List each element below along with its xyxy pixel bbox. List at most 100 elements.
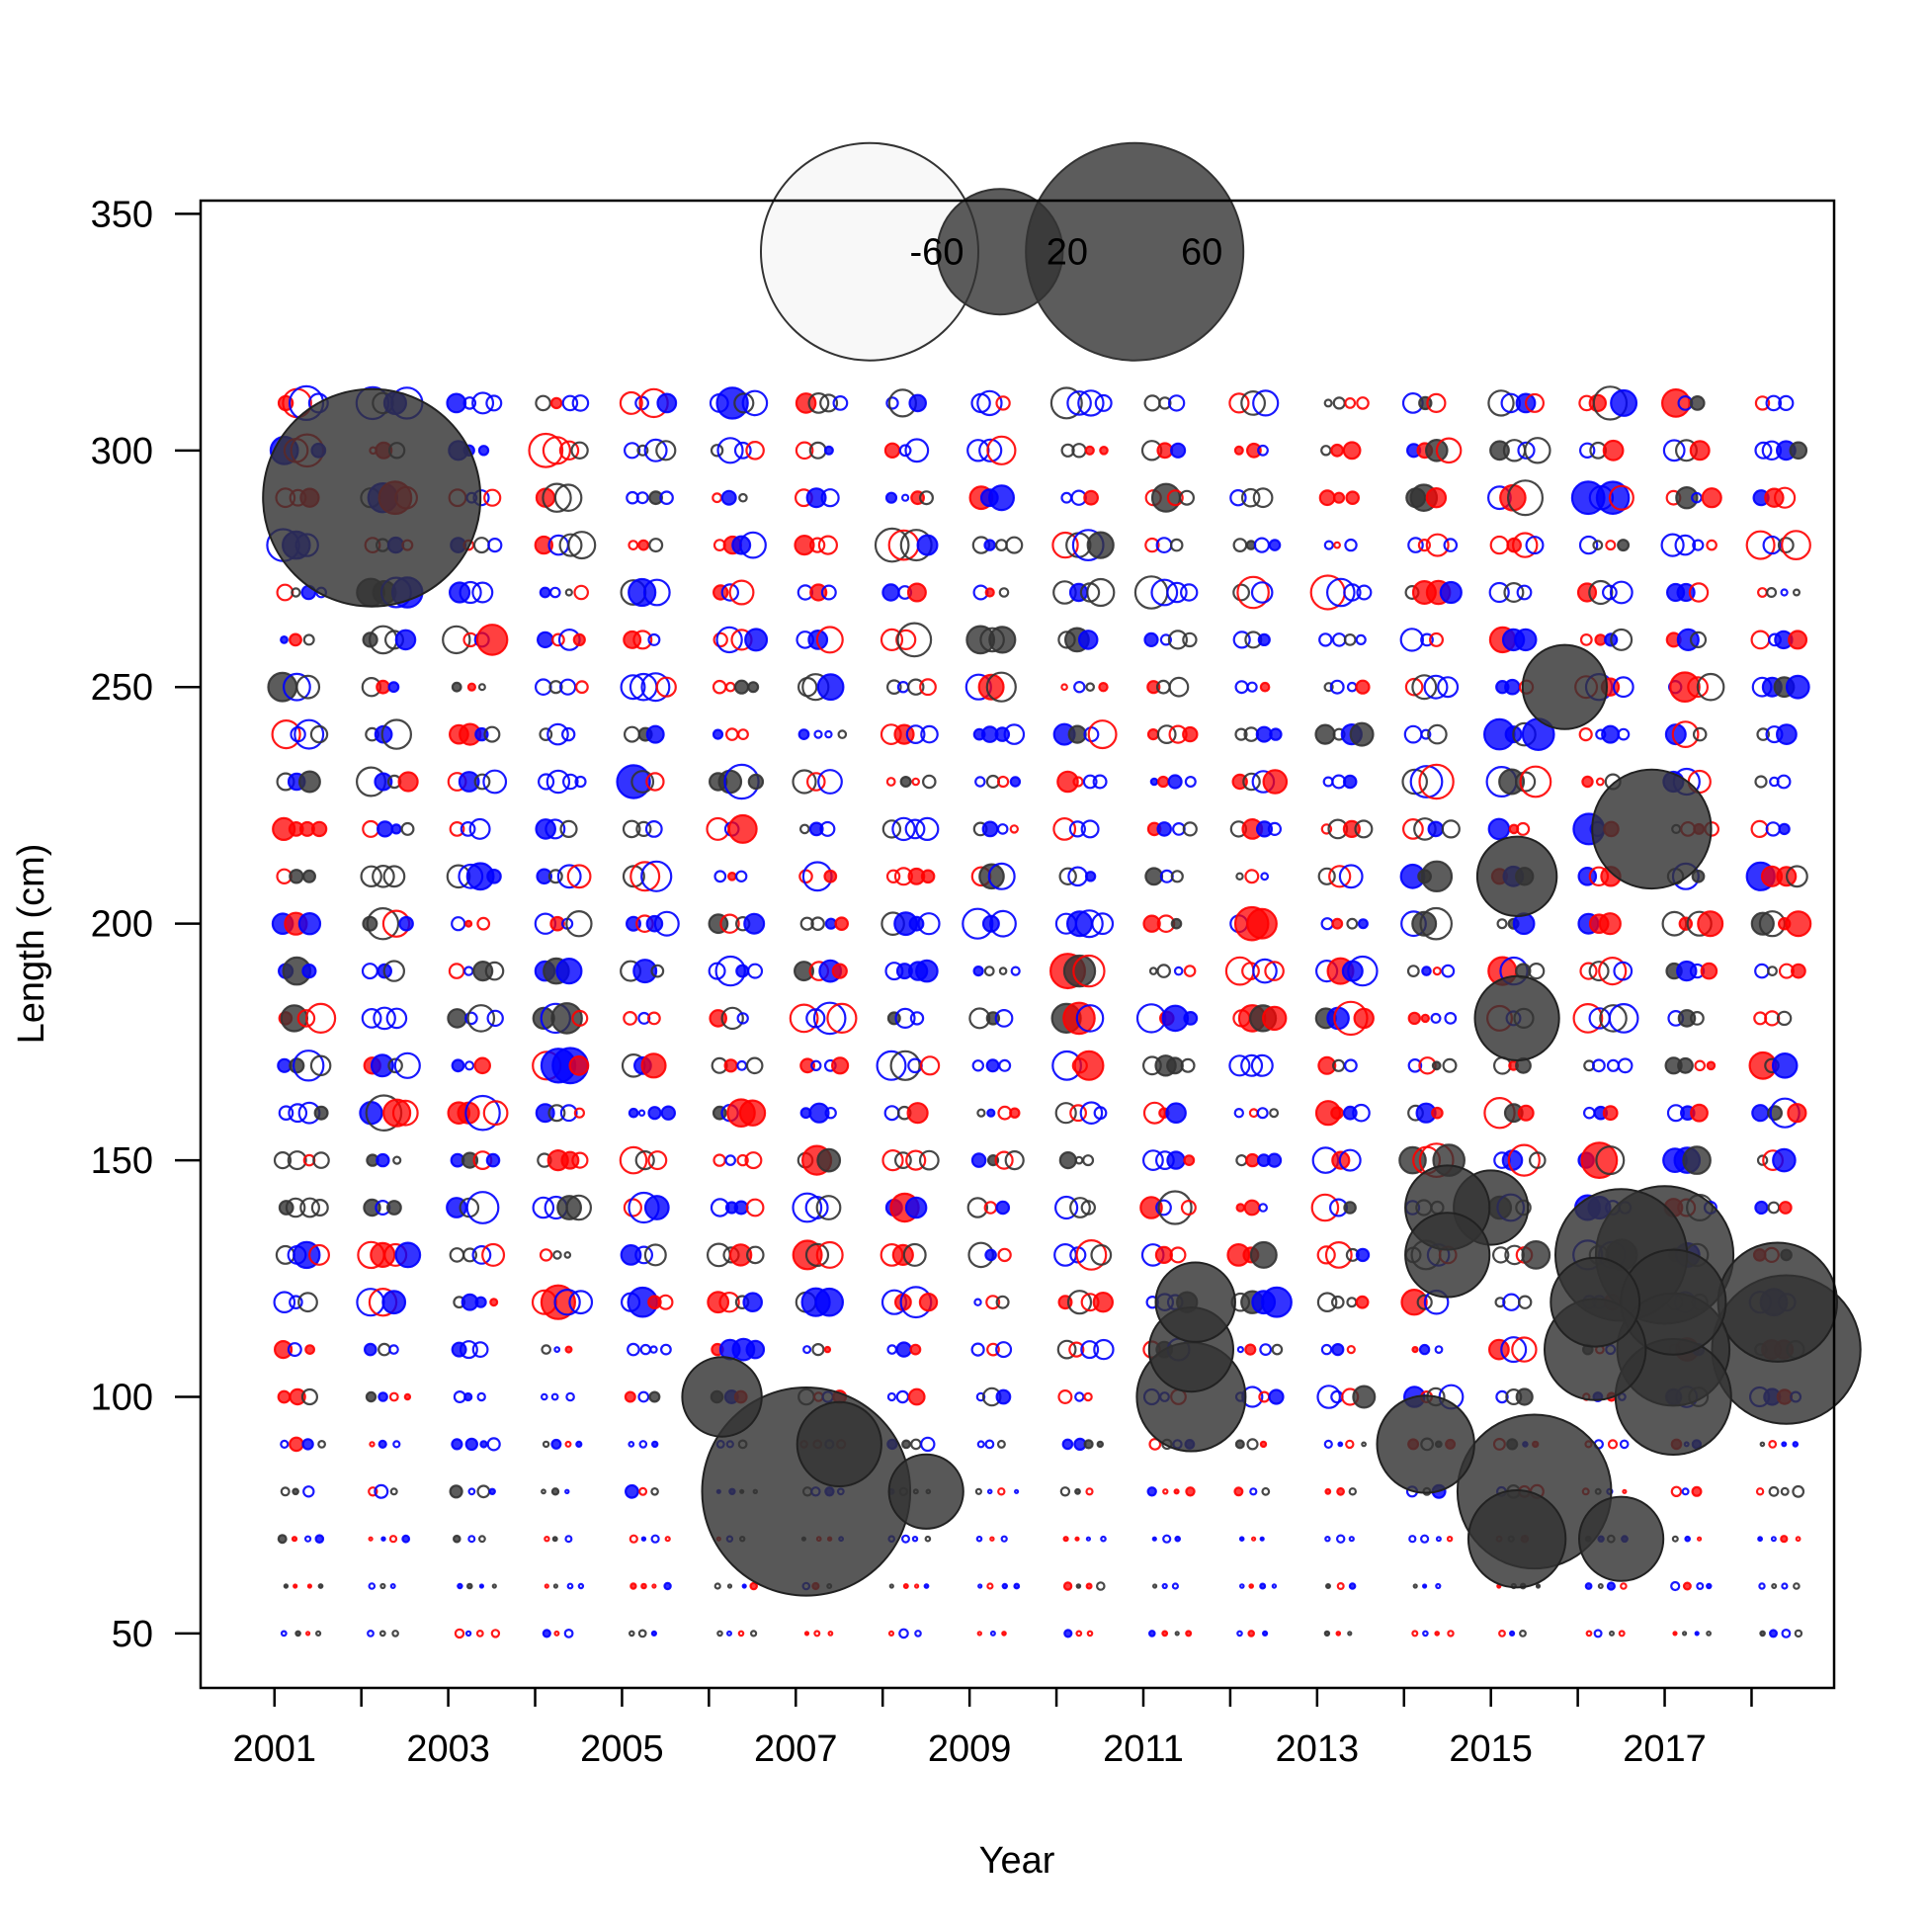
bubble-small [733,441,752,460]
bubble-small [1155,1199,1172,1217]
bubble-small [1071,443,1087,459]
bubble-small [361,1008,382,1029]
bubble-small [904,818,926,840]
bubble-small [735,870,748,883]
bubble-small [1233,1107,1245,1119]
bubble-small [478,1583,484,1589]
bubble-small [907,1057,923,1074]
bubble-small [534,535,554,555]
bubble-small [449,1247,465,1263]
bubble-small [1074,1487,1081,1495]
bubble-small [1602,1105,1619,1122]
bubble-small [1344,397,1357,409]
bubble-small [880,628,904,652]
bubble-small [1257,632,1271,647]
bubble-small [464,1011,478,1026]
bubble-small [1535,1583,1542,1589]
bubble-small [1053,1195,1079,1220]
bubble-small [1261,1630,1269,1638]
bubble-small [977,673,1005,701]
bubble-small [1054,1102,1077,1125]
bubble-small [1166,1150,1186,1170]
bubble-small [883,1105,900,1122]
bubble-small [1235,1203,1246,1213]
bubble-small [901,1439,911,1450]
bubble-small [292,1487,299,1496]
bubble-small [1253,537,1271,553]
bubble-small [1072,776,1084,788]
bubble-small [541,1488,546,1495]
x-tick-label-2011: 2011 [1103,1728,1184,1770]
bubble-small [1330,443,1344,458]
bubble-small [1609,580,1634,605]
bubble-small [1240,390,1266,416]
bubble-small [1262,769,1289,795]
bubble-small [1246,1438,1259,1451]
bubble-small [388,1535,398,1544]
bubble-small [308,1243,331,1266]
x-tick-label-2007: 2007 [754,1728,838,1770]
bubble-small [1765,394,1783,412]
bubble-small [983,539,996,551]
bubble-small [304,1344,316,1355]
bubble-small [1411,1630,1419,1638]
bubble-small [1345,1439,1355,1450]
bubble-small [1766,586,1778,598]
bubble-small [294,1630,301,1638]
bubble-small [814,1287,844,1317]
bubble-small [1793,1582,1801,1590]
y-tick-label-50: 50 [112,1614,153,1655]
bubble-small [723,1058,738,1073]
bubble-small [1316,1292,1338,1312]
bubble-small [1075,1630,1083,1638]
bubble-small [1441,819,1461,839]
bubble-small [1496,918,1508,930]
y-tick-label-350: 350 [91,194,153,235]
bubble-small [710,444,724,458]
bubble-small [464,1437,478,1452]
bubble-small [552,1583,559,1589]
bubble-small [553,483,583,512]
bubble-small [983,966,995,976]
bubble-small [831,963,848,979]
bubble-small [1354,819,1374,839]
bubble-small [491,1583,497,1589]
bubble-small [317,1583,324,1589]
bubble-small [1169,1246,1187,1264]
bubble-small [720,583,740,602]
bubble-small [1706,1582,1713,1590]
bubble-small [366,907,400,941]
bubble-small [741,1583,747,1589]
bubble-small [1754,395,1771,411]
bubble-small [1234,680,1249,695]
bubble-small [715,626,743,654]
bubble-small [1261,1486,1271,1496]
bubble-small [1241,962,1260,980]
bubble-small [805,772,826,792]
bubble-small [1085,1536,1092,1542]
bubble-small [1318,489,1336,507]
bubble-small [789,1003,819,1034]
bubble-small [627,1342,640,1357]
bubble-small [1058,867,1077,886]
bubble-small [744,1151,763,1170]
bubble-small [745,1245,765,1265]
bubble-small [1240,1053,1264,1077]
bubble-small [478,1535,486,1544]
bubble-small [898,444,912,458]
bubble-small [804,1242,830,1268]
bubble-small [1178,489,1195,506]
bubble-small [536,868,552,885]
bubble-small [1074,1536,1080,1542]
bubble-small [1352,1103,1371,1123]
bubble-small [280,1630,288,1638]
bubble-small [639,1343,652,1356]
bubble-small [1144,867,1164,886]
bubble-small [1588,579,1614,606]
bubble-small [317,1439,327,1449]
bubble-small [537,630,554,649]
bubble-small [712,584,729,601]
bubble-small [1056,1339,1077,1360]
bubble-small [1437,676,1460,699]
bubble-small [467,1535,476,1544]
